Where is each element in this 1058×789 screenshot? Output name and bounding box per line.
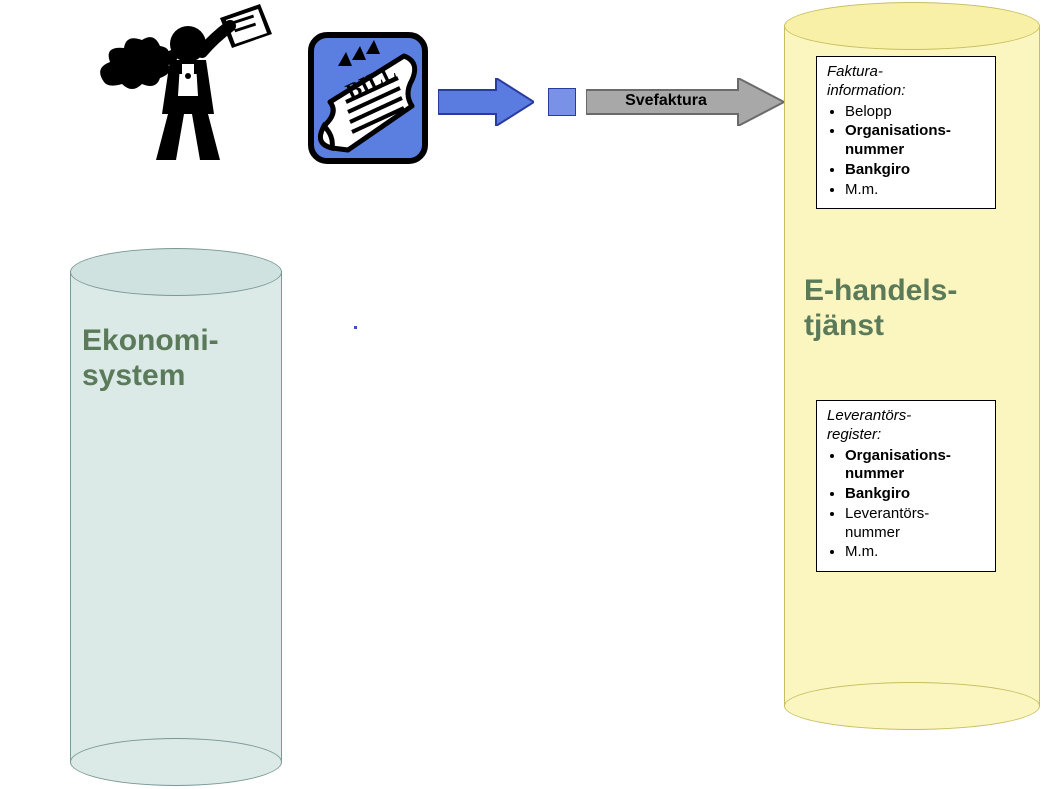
connector-square bbox=[548, 88, 576, 116]
leverantors-register-list: Organisations- nummer Bankgiro Leverantö… bbox=[827, 447, 985, 563]
ehandels-label-line2: tjänst bbox=[804, 309, 884, 342]
leverantors-register-title: Leverantörs- register: bbox=[827, 407, 985, 445]
ekonomi-label-line2: system bbox=[82, 359, 185, 392]
stray-dot bbox=[354, 326, 357, 329]
leverantors-register-box: Leverantörs- register: Organisations- nu… bbox=[816, 400, 996, 572]
list-item: M.m. bbox=[845, 543, 985, 562]
list-item: Organisations- nummer bbox=[845, 447, 985, 485]
faktura-info-box: Faktura- information: Belopp Organisatio… bbox=[816, 56, 996, 209]
ekonomi-system-cylinder: Ekonomi- system bbox=[70, 272, 282, 762]
ekonomi-label-line1: Ekonomi- bbox=[82, 324, 219, 357]
bill-icon: BILL bbox=[308, 32, 428, 164]
arrow-grey-label: Svefaktura bbox=[596, 92, 736, 110]
ekonomi-system-label: Ekonomi- system bbox=[82, 324, 219, 393]
arrow-blue bbox=[438, 78, 534, 126]
faktura-info-list: Belopp Organisations- nummer Bankgiro M.… bbox=[827, 103, 985, 200]
diagram-stage: BILL Svefaktura Ekonomi- system bbox=[0, 0, 1058, 789]
ehandels-label: E-handels- tjänst bbox=[804, 274, 957, 343]
ehandels-cylinder: Faktura- information: Belopp Organisatio… bbox=[784, 26, 1040, 706]
list-item: M.m. bbox=[845, 181, 985, 200]
list-item: Belopp bbox=[845, 103, 985, 122]
faktura-info-title: Faktura- information: bbox=[827, 63, 985, 101]
worker-icon bbox=[96, 4, 276, 164]
list-item: Organisations- nummer bbox=[845, 122, 985, 160]
list-item: Leverantörs- nummer bbox=[845, 505, 985, 543]
ehandels-label-line1: E-handels- bbox=[804, 274, 957, 307]
list-item: Bankgiro bbox=[845, 485, 985, 504]
list-item: Bankgiro bbox=[845, 161, 985, 180]
